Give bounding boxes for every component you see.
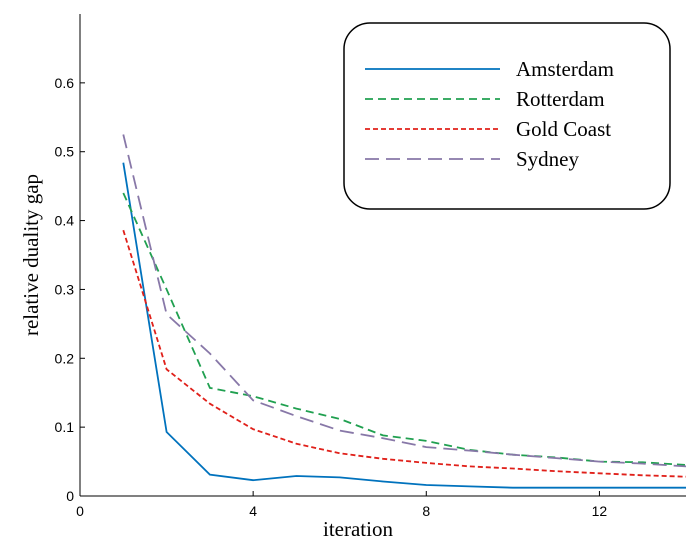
y-tick-label: 0.1 [55, 419, 75, 435]
legend-box [343, 22, 671, 210]
y-tick-label: 0.6 [55, 75, 75, 91]
series-group [122, 134, 686, 489]
y-tick-label: 0.2 [55, 350, 75, 366]
x-tick-label: 8 [422, 503, 430, 519]
y-tick-label: 0.5 [55, 144, 75, 160]
series-line-sydney [122, 134, 686, 468]
x-tick-label: 4 [249, 503, 257, 519]
legend-label: Sydney [516, 147, 580, 171]
legend-label: Gold Coast [516, 117, 611, 141]
series-line-gold-coast [122, 229, 686, 478]
series-line-rotterdam [122, 192, 686, 466]
y-axis-title: relative duality gap [19, 174, 43, 336]
y-tick-label: 0.3 [55, 281, 75, 297]
legend-label: Amsterdam [516, 57, 614, 81]
x-tick-label: 12 [592, 503, 608, 519]
series-line-amsterdam [122, 162, 686, 489]
legend-label: Rotterdam [516, 87, 605, 111]
legend: Amsterdam Rotterdam Gold Coast Sydney [343, 22, 671, 210]
y-tick-label: 0.4 [55, 213, 75, 229]
y-ticks: 0 0.1 0.2 0.3 0.4 0.5 0.6 [55, 75, 85, 504]
y-tick-label: 0 [66, 488, 74, 504]
x-ticks: 0 4 8 12 [76, 491, 607, 519]
x-tick-label: 0 [76, 503, 84, 519]
legend-entries: Amsterdam Rotterdam Gold Coast Sydney [365, 57, 614, 171]
x-axis-title: iteration [323, 517, 393, 541]
